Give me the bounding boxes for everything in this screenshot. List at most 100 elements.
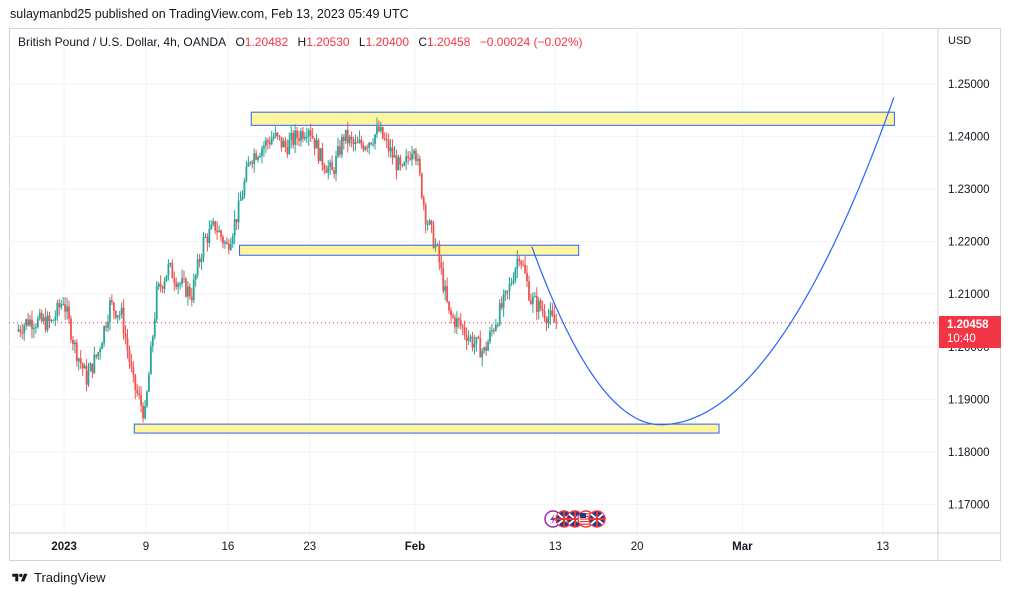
candle-body [350, 136, 353, 140]
candle-body [157, 283, 160, 287]
footer-brand[interactable]: TradingView [10, 570, 106, 585]
candle-body [471, 336, 474, 348]
publisher-line: sulaymanbd25 published on TradingView.co… [10, 7, 409, 21]
candle-body [83, 365, 86, 369]
price-tick-label: 1.25000 [948, 79, 990, 91]
candle-body [103, 326, 105, 343]
candle-body [413, 150, 415, 154]
candle-body [241, 195, 244, 200]
candle-body [21, 332, 24, 334]
candle-body [229, 243, 232, 250]
candle-body [163, 281, 166, 289]
candlestick-series [17, 117, 558, 423]
candle-body [202, 237, 205, 258]
close-label: C [418, 35, 428, 49]
candle-body [512, 280, 515, 283]
projection-curve-layer [531, 97, 895, 426]
candle-body [383, 138, 386, 140]
candle-body [452, 315, 454, 318]
price-zone [239, 244, 580, 256]
candle-body [418, 158, 421, 174]
candle-body [75, 342, 78, 362]
candle-body [95, 354, 98, 357]
currency-label[interactable]: USD [948, 35, 972, 47]
candle-body [553, 314, 556, 323]
candle-body [243, 181, 246, 196]
candle-body [81, 363, 84, 369]
candle-body [112, 302, 115, 311]
candle-body [301, 131, 304, 139]
candle-body [169, 263, 172, 265]
candle-body [105, 326, 107, 328]
time-tick-label: 13 [549, 541, 562, 553]
candle-body [531, 296, 534, 304]
candle-body [122, 307, 125, 334]
candle-body [196, 259, 199, 276]
candle-body [257, 156, 259, 160]
candle-body [118, 314, 121, 316]
candle-body [305, 136, 308, 138]
open-value: 1.20482 [244, 35, 289, 49]
candle-body [46, 315, 49, 331]
candle-body [185, 278, 187, 297]
candle-body [526, 273, 528, 282]
candle-body [522, 264, 525, 266]
candle-body [194, 275, 197, 281]
candle-body [25, 319, 28, 326]
candle-body [155, 286, 158, 320]
candle-body [34, 327, 37, 329]
candle-body [286, 146, 289, 155]
candle-body [210, 224, 213, 230]
candle-body [109, 300, 111, 322]
candle-body [496, 324, 499, 326]
candle-body [27, 319, 29, 326]
candle-body [366, 147, 369, 149]
candle-body [446, 286, 449, 302]
candle-body [379, 127, 382, 132]
candle-body [459, 320, 462, 326]
candle-body [224, 242, 226, 244]
candle-body [73, 342, 76, 345]
candle-body [479, 338, 482, 358]
price-tick-label: 1.19000 [948, 394, 990, 406]
candle-body [436, 244, 439, 246]
candle-body [303, 136, 306, 139]
candle-body [44, 317, 47, 331]
candle-body [198, 259, 201, 263]
candle-body [146, 391, 148, 407]
uk-flag-icon[interactable] [588, 510, 606, 528]
candle-body [493, 330, 495, 332]
candle-body [23, 325, 26, 334]
candle-body [247, 162, 250, 167]
candle-body [222, 236, 224, 244]
candle-body [282, 140, 285, 148]
candle-body [516, 258, 519, 269]
candle-body [424, 204, 427, 225]
candle-body [161, 286, 164, 289]
candle-body [475, 337, 478, 344]
candle-body [253, 153, 256, 164]
candle-body [38, 312, 41, 319]
candle-body [368, 142, 371, 148]
candle-body [255, 153, 258, 160]
candle-body [64, 304, 67, 312]
candle-body [319, 148, 322, 162]
candle-body [159, 283, 162, 287]
candle-body [264, 140, 267, 146]
candle-body [132, 366, 135, 375]
candle-body [72, 339, 74, 345]
candle-body [506, 290, 509, 292]
symbol-title[interactable]: British Pound / U.S. Dollar, 4h, OANDA [18, 35, 227, 49]
candle-body [270, 138, 273, 145]
candle-body [93, 354, 96, 373]
candle-body [455, 318, 458, 328]
candle-body [110, 300, 113, 303]
symbol-legend: British Pound / U.S. Dollar, 4h, OANDA O… [18, 35, 583, 49]
candle-body [335, 156, 337, 174]
candle-body [325, 169, 328, 173]
candle-body [393, 155, 396, 158]
candle-body [549, 310, 552, 317]
candle-body [136, 389, 139, 394]
bar-countdown-label: 10:40 [947, 333, 976, 345]
